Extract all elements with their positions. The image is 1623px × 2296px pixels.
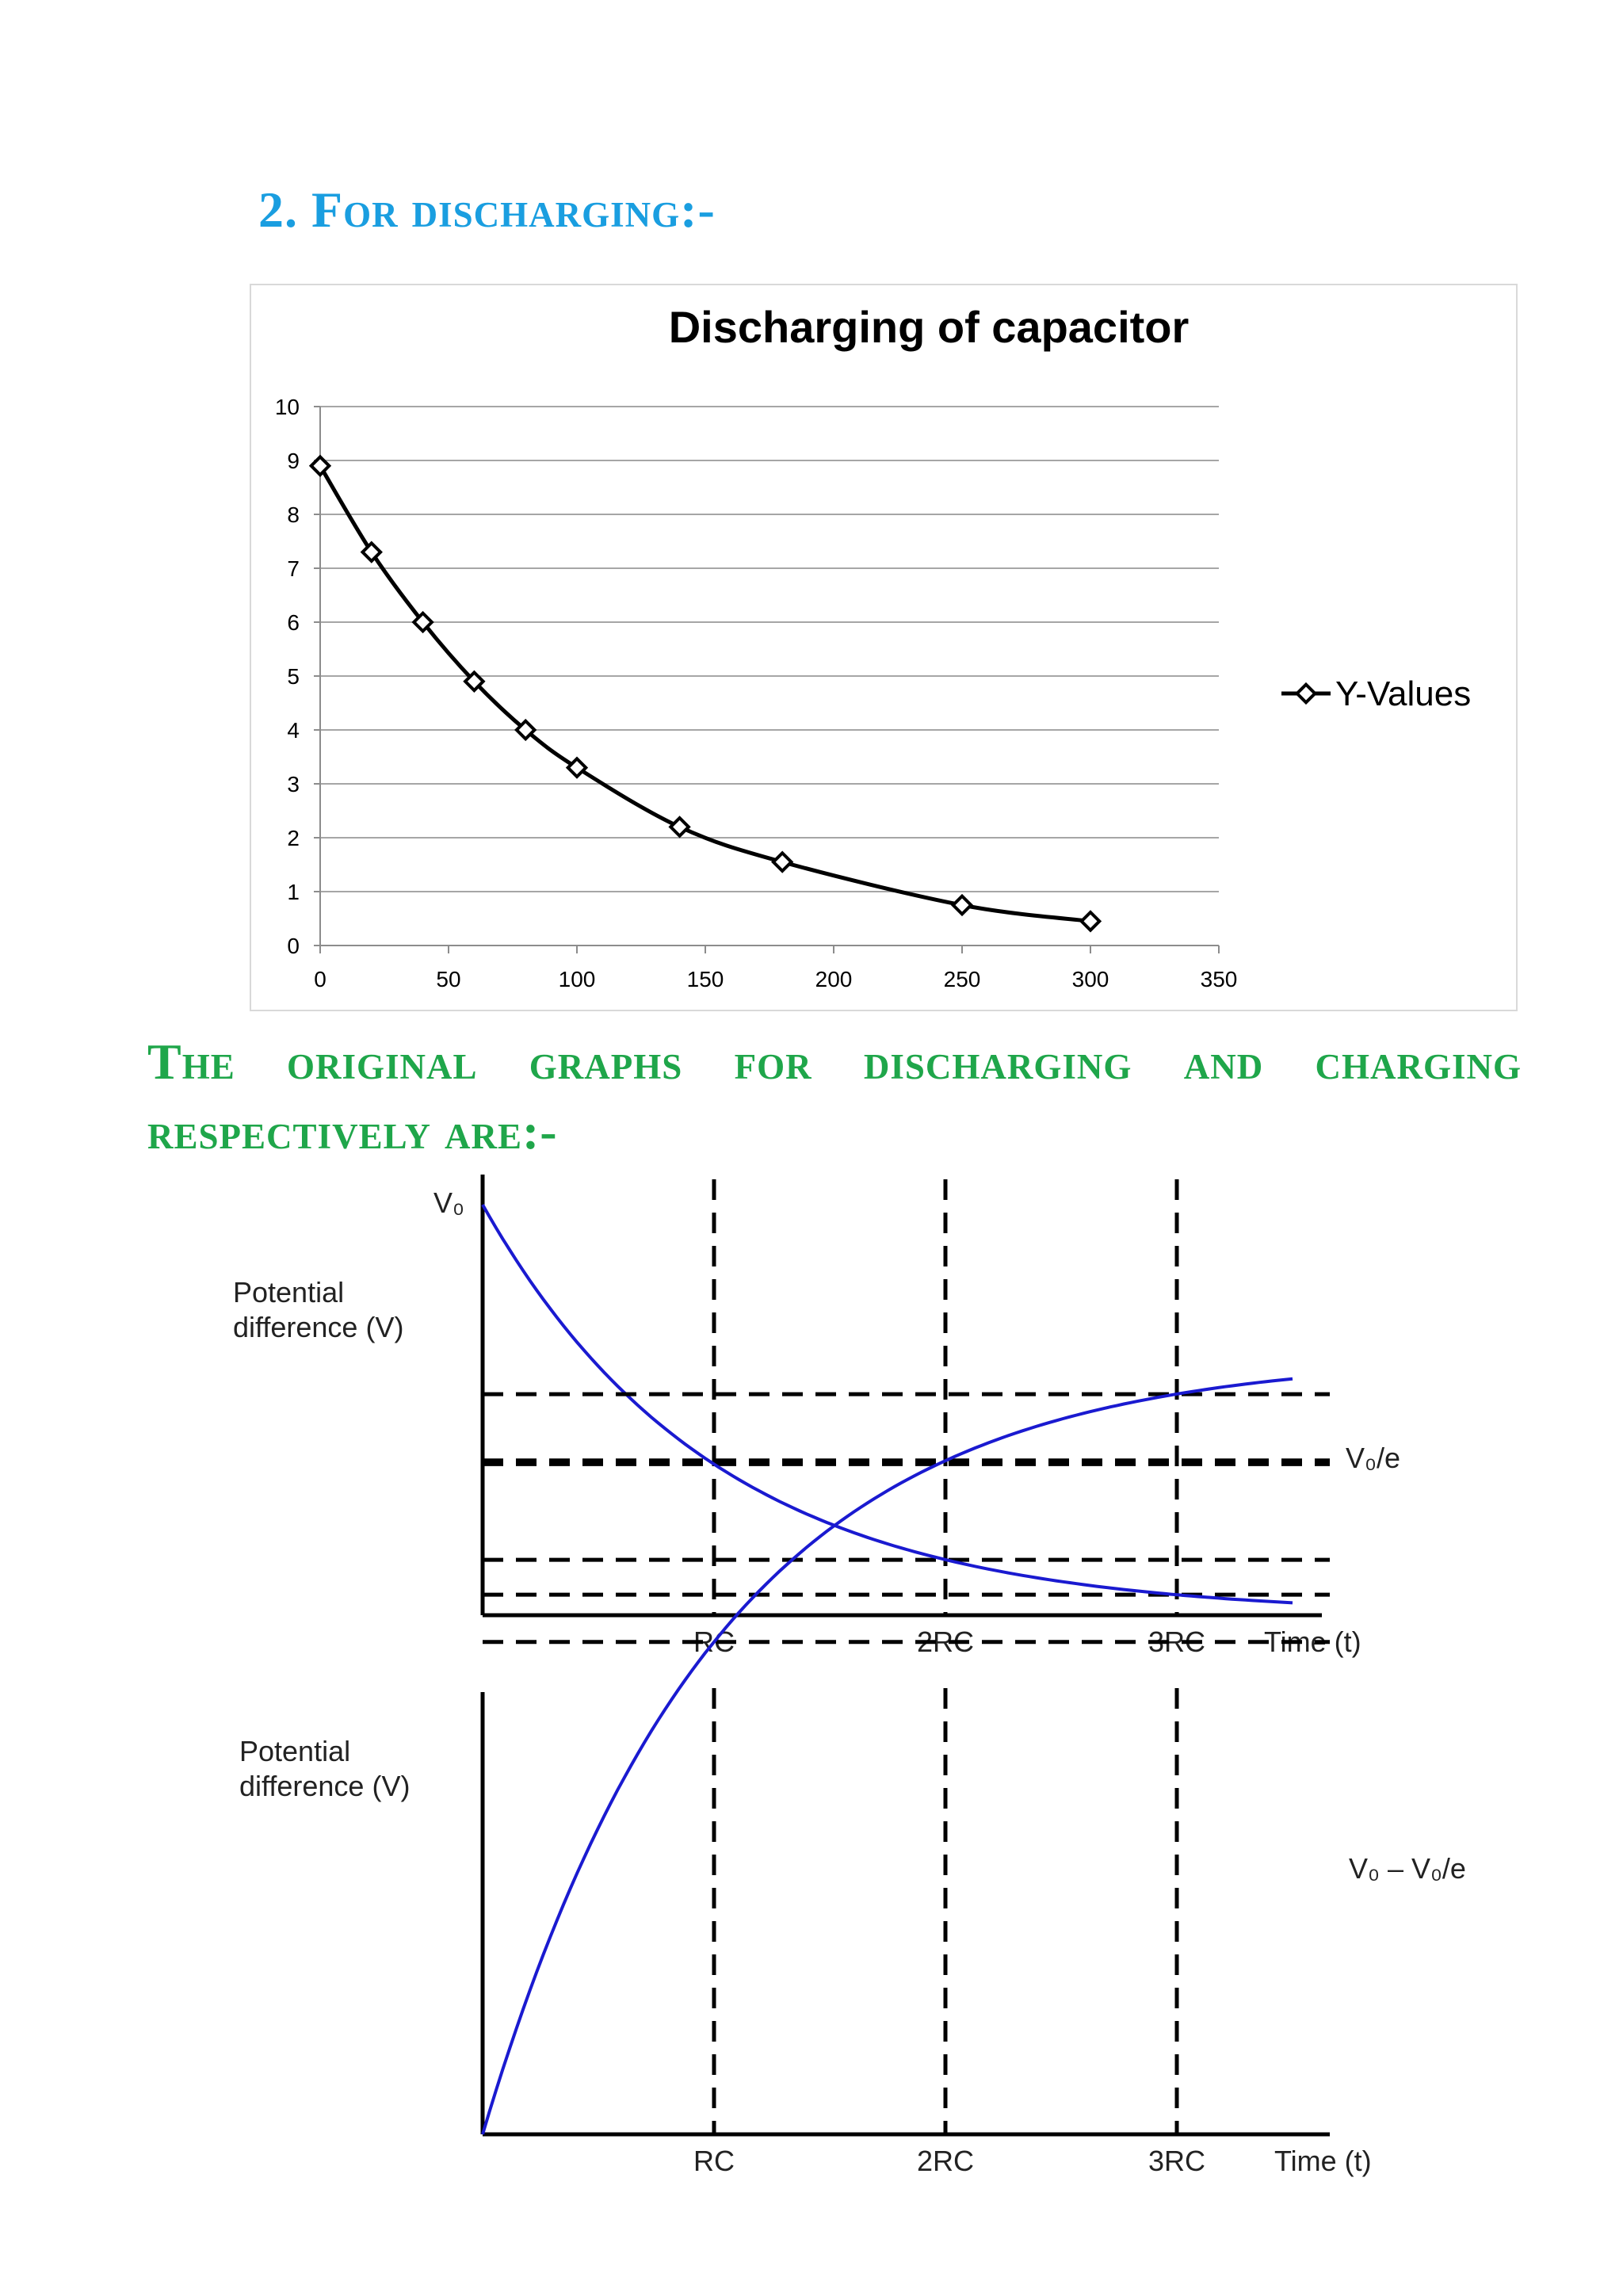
x-tick-label: 250 [944, 967, 981, 991]
x-axis-title: Time (t) [1274, 2145, 1372, 2177]
y-tick-label: 5 [287, 664, 300, 689]
data-point [565, 756, 589, 779]
x-tick-label: 0 [314, 967, 327, 991]
x-tick-label: 2RC [917, 2145, 974, 2177]
x-tick-label: 50 [436, 967, 460, 991]
y-tick-label: 6 [287, 610, 300, 635]
y-axis-title-line1: Potential [239, 1735, 350, 1767]
data-point [950, 893, 974, 917]
y-tick-label: 10 [275, 395, 300, 419]
data-point [771, 850, 794, 873]
data-point [514, 718, 537, 742]
reference-label: V₀/e [1346, 1442, 1400, 1474]
y-tick-label: 2 [287, 826, 300, 850]
y-tick-label: 3 [287, 772, 300, 797]
voltage-curve [481, 1204, 1293, 1605]
y-tick-label: 9 [287, 449, 300, 473]
x-tick-label: 100 [559, 967, 596, 991]
y-axis-title-line1: Potential [233, 1276, 344, 1308]
chart-title: Discharging of capacitor [669, 302, 1190, 352]
discharging-chart: Discharging of capacitor 0 1 2 3 4 5 6 7 8 9 10 0 50… [250, 284, 1518, 1011]
x-tick-label: 3RC [1148, 2145, 1205, 2177]
x-tick-label: 150 [687, 967, 724, 991]
y-tick-label: 4 [287, 718, 300, 743]
legend-marker [1294, 682, 1318, 705]
data-point [463, 670, 486, 693]
data-point [308, 454, 332, 477]
y-axis-title-line2: difference (V) [239, 1770, 410, 1802]
x-tick-label: RC [693, 2145, 735, 2177]
x-tick-label: 350 [1201, 967, 1238, 991]
y-axis-title-line2: difference (V) [233, 1311, 403, 1343]
legend-label: Y-Values [1335, 674, 1471, 713]
y-tick-label: 8 [287, 502, 300, 527]
y-tick-label: 0 [287, 934, 300, 958]
data-point [1079, 910, 1102, 933]
y-tick-label: 7 [287, 556, 300, 581]
v0-label: V₀ [433, 1186, 464, 1219]
data-point [411, 610, 434, 634]
x-tick-label: 300 [1072, 967, 1109, 991]
x-tick-label: 200 [815, 967, 853, 991]
section-heading: 2. For discharging:- [258, 181, 716, 238]
x-axis-title: Time (t) [1264, 1626, 1361, 1658]
y-tick-label: 1 [287, 880, 300, 904]
reference-label: V₀ – V₀/e [1349, 1852, 1466, 1885]
originals-heading: The original graphs for discharging and … [147, 1033, 1522, 1159]
data-point [668, 816, 691, 839]
voltage-curve [481, 1377, 1293, 2135]
data-point [360, 541, 383, 563]
